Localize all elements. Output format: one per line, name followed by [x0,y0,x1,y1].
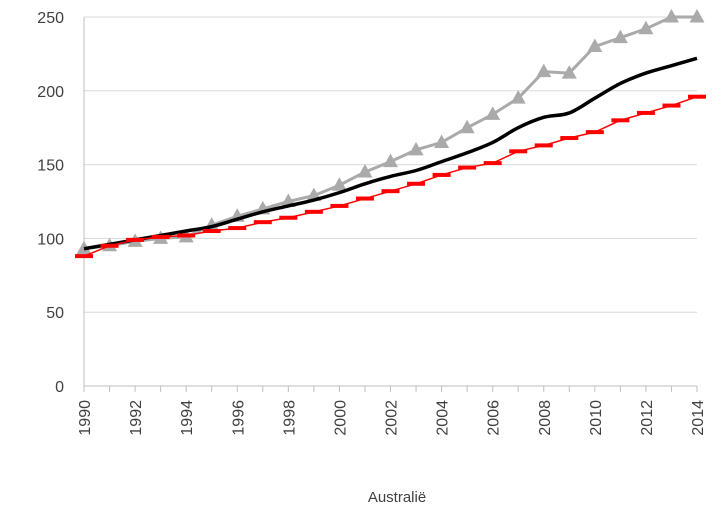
dash-marker [560,136,579,141]
y-tick-label: 250 [37,10,64,27]
tick-labels: 0 50 100 150 200 250 1990 1992 1994 1996 1998 2000 2… [37,10,707,436]
series-group [75,9,706,259]
x-tick-label: 2012 [639,400,656,436]
x-tick-label: 2010 [588,400,605,436]
triangle-marker [510,90,526,104]
x-tick-label: 1992 [128,400,145,436]
dash-marker [432,172,451,177]
dash-marker [304,209,323,214]
dash-marker [407,181,426,186]
dash-marker [381,189,400,194]
dash-marker [662,103,681,108]
triangle-marker [408,141,424,156]
series-2 [83,56,698,251]
dash-marker [688,94,706,99]
x-tick-label: 1990 [77,400,94,436]
dash-marker [509,149,528,154]
dash-marker [611,118,630,123]
y-tick-label: 150 [37,158,64,175]
triangle-marker [663,9,679,23]
dash-marker [228,226,247,231]
y-tick-label: 200 [37,84,64,101]
dash-marker [177,233,196,238]
dash-marker [279,215,298,220]
y-tick-label: 50 [46,305,64,322]
triangle-marker [561,65,577,79]
triangle-marker [536,63,552,78]
series-3 [75,94,706,259]
dash-marker [355,196,374,201]
x-tick-label: 1996 [230,400,247,436]
dash-marker [330,203,349,208]
dash-marker [151,234,170,239]
dash-marker [636,110,655,115]
dash-marker [253,220,272,225]
triangle-marker [612,29,628,44]
dash-marker [75,254,93,259]
dash-marker [100,243,119,248]
axes [83,17,698,392]
series-1-line [83,15,697,251]
x-axis-title: Australië [368,489,426,506]
x-tick-label: 2002 [384,400,401,436]
triangle-marker [485,106,501,120]
triangle-marker [434,134,450,148]
y-tick-label: 100 [37,231,64,248]
x-tick-label: 2006 [486,400,503,436]
triangle-marker [357,163,373,178]
triangle-marker [383,153,398,168]
dash-marker [458,165,477,170]
triangle-marker [689,9,705,23]
dash-marker [202,229,221,234]
x-tick-label: 1994 [179,400,196,436]
x-tick-label: 1998 [281,400,298,436]
series-1 [76,9,705,255]
dash-marker [585,130,604,135]
dash-marker [126,237,145,242]
triangle-marker [638,20,654,35]
dash-marker [483,161,502,166]
dash-marker [534,143,553,148]
triangle-marker [331,177,347,191]
triangle-marker [587,38,603,53]
y-tick-label: 0 [55,379,64,396]
x-tick-label: 2008 [537,400,554,436]
triangle-marker [459,119,475,134]
x-tick-label: 2014 [690,400,707,436]
x-tick-label: 2004 [435,400,452,436]
x-tick-label: 2000 [332,400,349,436]
series-2-line [83,56,698,251]
